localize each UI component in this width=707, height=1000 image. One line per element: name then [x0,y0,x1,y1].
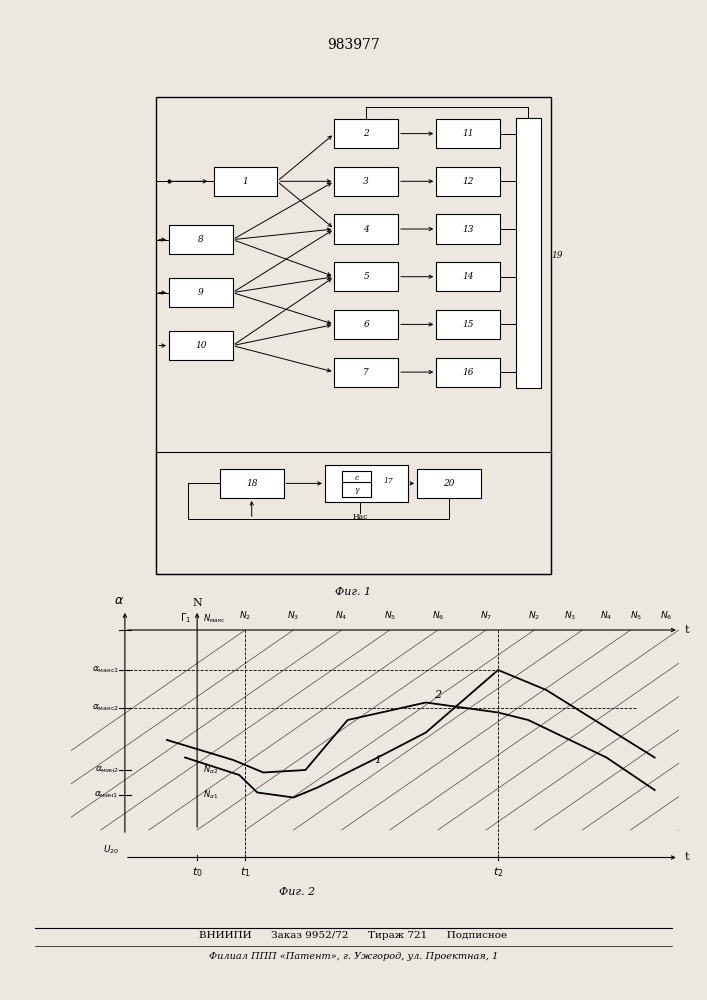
Text: t: t [685,625,689,635]
Bar [214,167,277,196]
Bar [436,310,500,339]
Bar [516,118,542,388]
Text: $N_7$: $N_7$ [480,610,492,622]
Text: 7: 7 [363,368,369,377]
Bar [334,167,398,196]
Bar [156,452,551,574]
Text: 2: 2 [434,690,441,700]
Text: $N_4$: $N_4$ [335,610,348,622]
Text: γ: γ [354,486,359,494]
Text: 4: 4 [363,225,369,233]
Bar [334,358,398,387]
Text: $N_6$: $N_6$ [660,610,673,622]
Text: $\alpha$: $\alpha$ [114,594,124,608]
Text: $U_{20}$: $U_{20}$ [103,844,119,856]
Text: Филиал ППП «Патент», г. Ужгород, ул. Проектная, 1: Филиал ППП «Патент», г. Ужгород, ул. Про… [209,952,498,961]
Text: 6: 6 [363,320,369,329]
Bar [436,358,500,387]
Text: 1: 1 [374,755,381,765]
Text: $N_{\alpha 2}$: $N_{\alpha 2}$ [203,764,218,776]
Bar [220,469,284,498]
Text: $\alpha_{\mathrm{макс}1}$: $\alpha_{\mathrm{макс}1}$ [91,665,119,675]
Text: $N_3$: $N_3$ [287,610,300,622]
Text: c: c [354,474,359,482]
Text: 13: 13 [462,225,474,233]
Text: $t_2$: $t_2$ [493,865,503,879]
Bar [436,262,500,291]
Text: Фиг. 2: Фиг. 2 [279,887,315,897]
Bar [169,278,233,307]
Text: $\alpha_{\mathrm{мин}2}$: $\alpha_{\mathrm{мин}2}$ [95,765,119,775]
Text: 11: 11 [462,129,474,138]
Text: Фиг. 1: Фиг. 1 [335,587,372,597]
Text: 1: 1 [243,177,248,186]
Bar [436,119,500,148]
Text: $N_3$: $N_3$ [564,610,576,622]
Text: 14: 14 [462,272,474,281]
Text: 983977: 983977 [327,38,380,52]
Text: 12: 12 [462,177,474,186]
Text: N: N [192,598,202,608]
Text: $N_2$: $N_2$ [528,610,540,622]
Bar [334,119,398,148]
Text: $N_4$: $N_4$ [600,610,613,622]
Text: $\alpha_{\mathrm{мин}1}$: $\alpha_{\mathrm{мин}1}$ [95,790,119,800]
Bar [436,167,500,196]
Bar [156,97,551,574]
Text: $t_1$: $t_1$ [240,865,250,879]
Text: 10: 10 [195,341,206,350]
Text: 3: 3 [363,177,369,186]
Bar [169,225,233,254]
Text: 20: 20 [443,479,455,488]
Bar [334,262,398,291]
Bar [325,465,407,502]
Text: 5: 5 [363,272,369,281]
Text: t: t [685,852,689,862]
Bar [334,310,398,339]
Text: 16: 16 [462,368,474,377]
Text: $N_5$: $N_5$ [631,610,643,622]
Text: $t_0$: $t_0$ [192,865,202,879]
Text: 15: 15 [462,320,474,329]
Text: $Γ_1$: $Γ_1$ [180,611,191,625]
Text: Нас: Нас [352,513,368,521]
Text: 9: 9 [198,288,204,297]
Text: $\alpha_{\mathrm{макс}2}$: $\alpha_{\mathrm{макс}2}$ [92,702,119,713]
Bar [436,214,500,244]
Text: $N_{\alpha 1}$: $N_{\alpha 1}$ [203,789,218,801]
Text: 8: 8 [198,235,204,244]
Text: $N_5$: $N_5$ [384,610,396,622]
Text: $N_2$: $N_2$ [239,610,252,622]
Bar [169,331,233,360]
Bar [342,471,371,486]
Bar [342,482,371,497]
Text: 19: 19 [551,251,563,260]
Bar [334,214,398,244]
Text: 2: 2 [363,129,369,138]
Text: ВНИИПИ      Заказ 9952/72      Тираж 721      Подписное: ВНИИПИ Заказ 9952/72 Тираж 721 Подписное [199,931,508,940]
Text: 17: 17 [384,477,393,485]
Bar [417,469,481,498]
Text: 18: 18 [246,479,257,488]
Text: $N_6$: $N_6$ [432,610,444,622]
Text: $N_{\mathrm{макс}}$: $N_{\mathrm{макс}}$ [203,612,226,625]
